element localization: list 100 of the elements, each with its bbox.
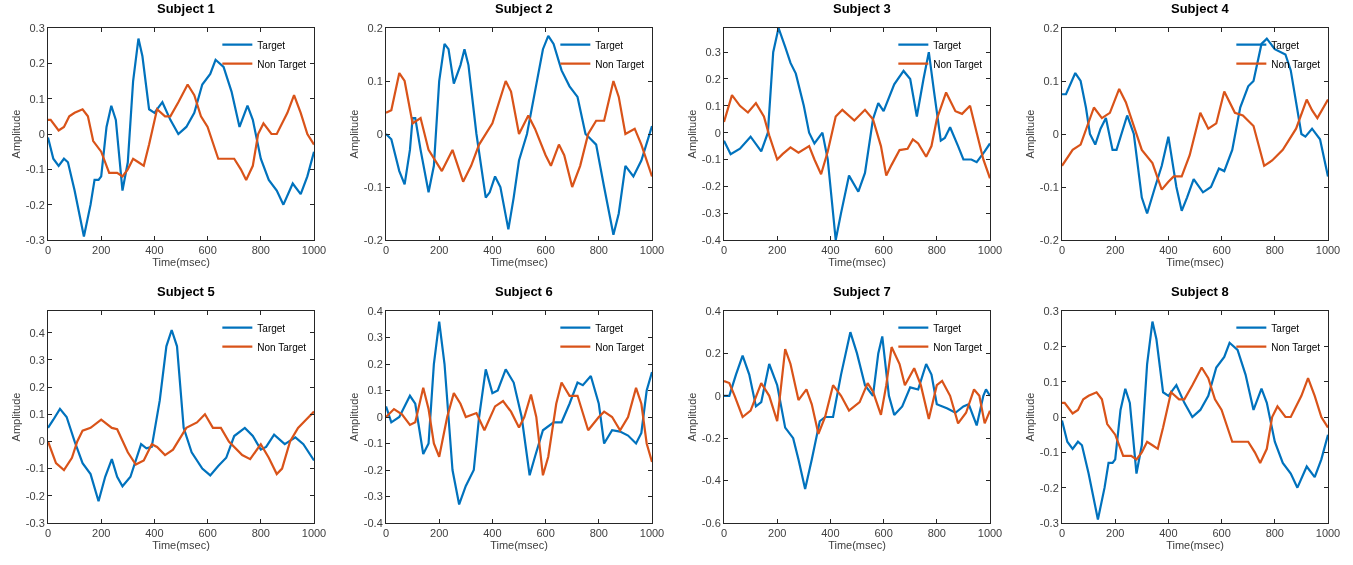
y-tick-label: 0.1 <box>1043 74 1059 87</box>
x-tick-label: 600 <box>198 527 217 540</box>
line-series <box>48 410 314 476</box>
y-tick-label: 0.4 <box>29 326 45 339</box>
y-tick-label: -0.2 <box>25 198 45 211</box>
y-tick-label: -0.1 <box>1039 446 1059 459</box>
x-tick-label: 400 <box>483 527 502 540</box>
line-series <box>48 37 314 238</box>
y-tick-label: -0.2 <box>1039 233 1059 246</box>
line-series <box>724 345 990 436</box>
y-tick-label: 0.2 <box>29 380 45 393</box>
line-series <box>1062 320 1328 521</box>
x-tick-label: 1000 <box>1315 244 1341 257</box>
x-tick-label: 600 <box>1212 244 1231 257</box>
chart-title: Subject 4 <box>1171 1 1230 17</box>
legend-label: Target <box>1271 322 1300 334</box>
y-tick-label: 0.1 <box>367 74 383 87</box>
y-tick-label: 0.1 <box>1043 375 1059 388</box>
x-tick-label: 400 <box>145 527 164 540</box>
x-tick-label: 400 <box>145 244 164 257</box>
line-series <box>386 381 652 477</box>
y-axis-title: Amplitude <box>348 392 361 442</box>
line-series <box>386 71 652 189</box>
y-axis-title: Amplitude <box>1024 109 1037 159</box>
y-axis-title: Amplitude <box>686 109 699 159</box>
line-series <box>1062 366 1328 465</box>
line-series <box>724 91 990 180</box>
y-tick-label: 0 <box>1052 410 1059 423</box>
y-tick-label: 0.1 <box>705 99 721 112</box>
y-tick-label: 0.3 <box>1043 304 1059 317</box>
y-tick-label: -0.4 <box>363 516 383 529</box>
y-tick-label: -0.2 <box>701 180 721 193</box>
legend-label: Target <box>595 322 624 334</box>
y-tick-label: -0.4 <box>701 474 721 487</box>
y-tick-label: 0.1 <box>367 384 383 397</box>
legend-label: Non Target <box>933 341 983 353</box>
chart-title: Subject 2 <box>495 1 553 17</box>
y-tick-label: -0.3 <box>1039 516 1059 529</box>
y-tick-label: 0 <box>38 435 45 448</box>
legend-label: Target <box>257 322 286 334</box>
legend-label: Target <box>595 39 624 51</box>
y-tick-label: -0.1 <box>363 437 383 450</box>
y-axis-title: Amplitude <box>1024 392 1037 442</box>
x-axis-title: Time(msec) <box>152 539 210 552</box>
x-tick-label: 600 <box>874 244 893 257</box>
legend-label: Non Target <box>1271 341 1321 353</box>
legend-label: Non Target <box>933 58 983 70</box>
y-tick-label: 0.1 <box>29 92 45 105</box>
x-tick-label: 200 <box>92 244 111 257</box>
x-axis-title: Time(msec) <box>828 539 886 552</box>
y-tick-label: -0.2 <box>25 489 45 502</box>
line-series <box>1062 87 1328 191</box>
x-tick-label: 400 <box>1159 527 1178 540</box>
x-tick-label: 400 <box>483 244 502 257</box>
x-axis-title: Time(msec) <box>490 539 548 552</box>
x-tick-label: 200 <box>1106 527 1125 540</box>
y-tick-label: -0.1 <box>25 462 45 475</box>
legend-label: Target <box>933 39 962 51</box>
y-tick-label: 0.2 <box>367 357 383 370</box>
x-tick-label: 1000 <box>1315 527 1341 540</box>
x-tick-label: 600 <box>536 527 555 540</box>
x-tick-label: 200 <box>768 527 787 540</box>
y-tick-label: -0.3 <box>701 207 721 220</box>
x-tick-label: 1000 <box>639 527 665 540</box>
y-tick-label: 0.2 <box>29 57 45 70</box>
x-axis-title: Time(msec) <box>152 256 210 269</box>
y-tick-label: 0.2 <box>1043 21 1059 34</box>
legend-label: Target <box>257 39 286 51</box>
y-tick-label: -0.4 <box>701 233 721 246</box>
chart-title: Subject 5 <box>157 284 215 300</box>
line-series <box>386 34 652 236</box>
x-tick-label: 200 <box>430 244 449 257</box>
y-tick-label: -0.6 <box>701 516 721 529</box>
y-tick-label: 0.3 <box>367 331 383 344</box>
x-tick-label: 800 <box>1265 527 1284 540</box>
chart-title: Subject 6 <box>495 284 553 300</box>
y-tick-label: -0.3 <box>25 516 45 529</box>
chart-title: Subject 3 <box>833 1 891 17</box>
y-tick-label: 0 <box>714 389 721 402</box>
y-tick-label: 0 <box>376 127 383 140</box>
line-series <box>1062 37 1328 215</box>
x-tick-label: 600 <box>1212 527 1231 540</box>
y-tick-label: -0.2 <box>363 463 383 476</box>
y-tick-label: 0.4 <box>705 304 721 317</box>
y-tick-label: -0.3 <box>363 490 383 503</box>
x-tick-label: 1000 <box>301 244 327 257</box>
y-tick-label: 0 <box>1052 127 1059 140</box>
line-series <box>48 83 314 182</box>
x-tick-label: 400 <box>1159 244 1178 257</box>
y-tick-label: -0.2 <box>1039 481 1059 494</box>
y-tick-label: -0.1 <box>25 163 45 176</box>
y-tick-label: -0.1 <box>701 153 721 166</box>
x-tick-label: 800 <box>589 244 608 257</box>
legend-label: Non Target <box>257 58 307 70</box>
x-tick-label: 800 <box>927 527 946 540</box>
x-tick-label: 1000 <box>301 527 327 540</box>
y-tick-label: 0.3 <box>29 21 45 34</box>
legend-label: Target <box>933 322 962 334</box>
x-tick-label: 200 <box>92 527 111 540</box>
x-tick-label: 400 <box>821 527 840 540</box>
